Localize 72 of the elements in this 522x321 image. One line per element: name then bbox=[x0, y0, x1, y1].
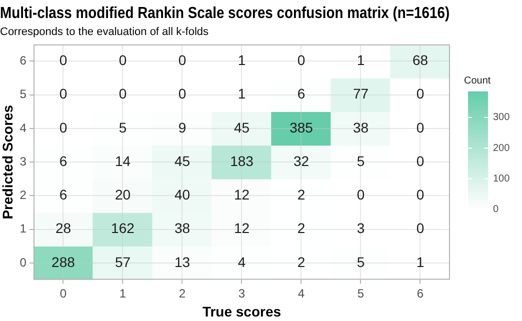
data-label: 0 bbox=[416, 186, 424, 203]
data-label: 0 bbox=[59, 52, 68, 68]
data-label: 4 bbox=[238, 254, 246, 270]
data-label: 28 bbox=[55, 220, 72, 236]
data-label: 5 bbox=[118, 119, 127, 136]
data-label: 0 bbox=[416, 119, 424, 136]
y-axis-title: Predicted Scores bbox=[0, 104, 16, 220]
y-tick-label: 4 bbox=[20, 120, 27, 135]
x-tick-label: 0 bbox=[60, 286, 67, 300]
data-label: 0 bbox=[416, 220, 424, 236]
data-label: 6 bbox=[59, 186, 68, 203]
data-label: 2 bbox=[297, 220, 306, 236]
data-label: 12 bbox=[234, 220, 250, 236]
data-label: 1 bbox=[356, 52, 365, 68]
data-label: 0 bbox=[297, 52, 306, 68]
data-label: 0 bbox=[59, 86, 68, 102]
x-tick-label: 5 bbox=[357, 286, 364, 300]
data-label: 0 bbox=[118, 86, 127, 102]
data-label: 77 bbox=[352, 86, 369, 102]
x-tick-label: 3 bbox=[238, 286, 246, 300]
color-bar-label: 100 bbox=[493, 174, 510, 184]
data-label: 0 bbox=[416, 86, 424, 102]
data-label: 3 bbox=[356, 220, 365, 236]
data-label: 5 bbox=[356, 254, 365, 270]
color-bar-label: 200 bbox=[493, 142, 510, 154]
data-label: 162 bbox=[111, 220, 135, 236]
data-label: 2 bbox=[297, 186, 306, 203]
data-label: 1 bbox=[238, 52, 246, 68]
data-label: 38 bbox=[174, 220, 190, 236]
y-tick-label: 3 bbox=[20, 154, 27, 168]
data-label: 68 bbox=[412, 52, 428, 68]
data-label: 0 bbox=[416, 152, 424, 169]
chart-subtitle: Corresponds to the evaluation of all k-folds bbox=[0, 26, 210, 38]
x-tick-label: 6 bbox=[416, 286, 424, 300]
chart-title: Multi-class modified Rankin Scale scores confusion matrix (n=1616) bbox=[0, 4, 450, 22]
data-label: 6 bbox=[59, 152, 68, 169]
data-label: 13 bbox=[174, 254, 190, 270]
data-label: 38 bbox=[352, 119, 369, 136]
x-tick-label: 4 bbox=[298, 286, 305, 300]
x-axis-title: True scores bbox=[202, 303, 282, 320]
data-label: 0 bbox=[356, 186, 365, 203]
data-label: 0 bbox=[118, 52, 127, 68]
data-label: 5 bbox=[356, 152, 365, 169]
data-label: 2 bbox=[297, 254, 306, 270]
data-label: 14 bbox=[114, 152, 131, 169]
color-bar-label: 300 bbox=[493, 112, 510, 124]
y-tick-label: 2 bbox=[20, 188, 27, 202]
x-tick-label: 1 bbox=[119, 286, 126, 300]
data-label: 57 bbox=[114, 254, 131, 270]
x-tick-label: 2 bbox=[178, 286, 186, 300]
data-label: 0 bbox=[178, 52, 186, 68]
data-label: 1 bbox=[416, 254, 424, 270]
y-tick-label: 6 bbox=[20, 54, 27, 68]
y-tick-label: 1 bbox=[20, 222, 27, 236]
data-label: 183 bbox=[230, 152, 254, 169]
data-label: 45 bbox=[174, 152, 190, 169]
data-label: 385 bbox=[290, 119, 314, 136]
data-label: 6 bbox=[297, 86, 306, 102]
color-bar-label: 0 bbox=[493, 204, 499, 216]
data-label: 0 bbox=[178, 86, 186, 102]
data-label: 9 bbox=[178, 119, 186, 136]
y-tick-label: 5 bbox=[20, 87, 27, 102]
y-tick-label: 0 bbox=[20, 255, 27, 270]
data-label: 12 bbox=[234, 186, 250, 203]
data-label: 32 bbox=[293, 152, 310, 169]
data-label: 0 bbox=[59, 119, 68, 136]
color-bar-title: Count bbox=[464, 75, 491, 86]
data-label: 288 bbox=[52, 254, 76, 270]
data-label: 40 bbox=[174, 186, 190, 203]
data-label: 1 bbox=[238, 86, 246, 102]
data-label: 20 bbox=[114, 186, 131, 203]
data-label: 45 bbox=[234, 119, 250, 136]
